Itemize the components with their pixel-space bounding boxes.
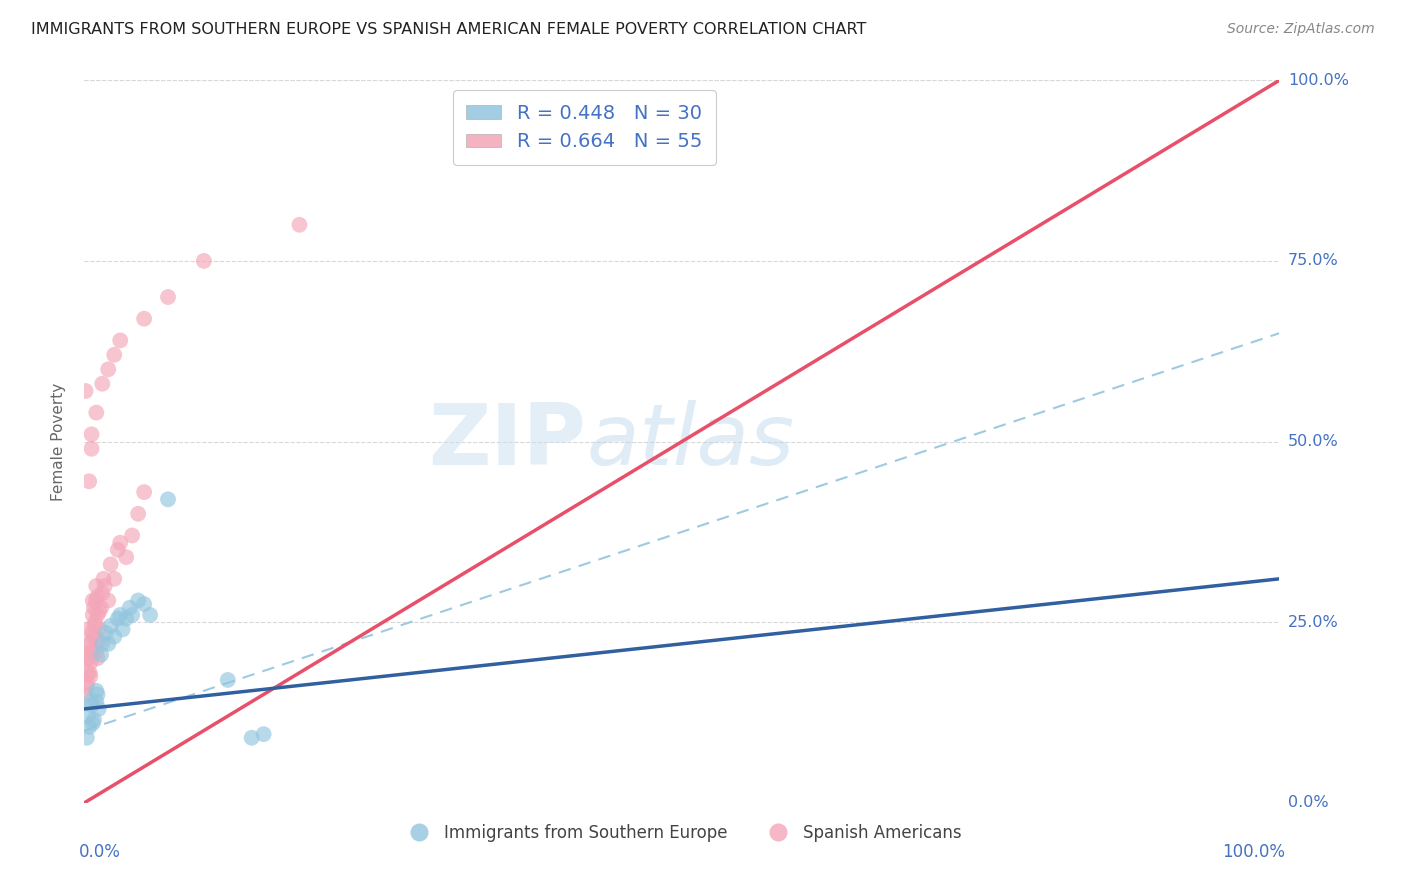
- Point: [79, 669, 101, 683]
- Text: Source: ZipAtlas.com: Source: ZipAtlas.com: [1227, 22, 1375, 37]
- Point: [111, 623, 134, 637]
- Point: [76, 731, 98, 745]
- Point: [253, 727, 276, 741]
- Point: [79, 665, 101, 680]
- Point: [100, 619, 122, 633]
- Point: [79, 637, 101, 651]
- Text: 50.0%: 50.0%: [1288, 434, 1339, 449]
- Point: [75, 384, 97, 398]
- Text: 25.0%: 25.0%: [1288, 615, 1339, 630]
- Text: IMMIGRANTS FROM SOUTHERN EUROPE VS SPANISH AMERICAN FEMALE POVERTY CORRELATION C: IMMIGRANTS FROM SOUTHERN EUROPE VS SPANI…: [31, 22, 866, 37]
- Point: [79, 695, 101, 709]
- Y-axis label: Female Poverty: Female Poverty: [51, 383, 66, 500]
- Point: [87, 633, 110, 648]
- Point: [100, 558, 122, 572]
- Point: [86, 579, 108, 593]
- Point: [240, 731, 263, 745]
- Text: 75.0%: 75.0%: [1288, 253, 1339, 268]
- Point: [76, 676, 98, 690]
- Point: [86, 607, 108, 622]
- Point: [132, 485, 156, 500]
- Text: atlas: atlas: [586, 400, 794, 483]
- Point: [139, 607, 162, 622]
- Point: [97, 637, 120, 651]
- Point: [103, 630, 125, 644]
- Point: [91, 586, 114, 600]
- Point: [77, 651, 100, 665]
- Point: [77, 623, 100, 637]
- Point: [118, 600, 141, 615]
- Point: [107, 611, 129, 625]
- Point: [80, 644, 103, 658]
- Point: [77, 720, 100, 734]
- Point: [83, 713, 105, 727]
- Point: [127, 507, 149, 521]
- Point: [89, 604, 111, 618]
- Point: [132, 597, 156, 611]
- Point: [97, 362, 120, 376]
- Point: [91, 376, 114, 391]
- Point: [82, 626, 104, 640]
- Point: [75, 687, 97, 701]
- Point: [83, 630, 105, 644]
- Point: [86, 644, 108, 658]
- Point: [127, 593, 149, 607]
- Point: [84, 593, 107, 607]
- Point: [80, 655, 103, 669]
- Point: [157, 492, 180, 507]
- Point: [288, 218, 311, 232]
- Point: [217, 673, 239, 687]
- Point: [77, 637, 100, 651]
- Legend: Immigrants from Southern Europe, Spanish Americans: Immigrants from Southern Europe, Spanish…: [396, 817, 967, 848]
- Point: [103, 348, 125, 362]
- Point: [93, 579, 115, 593]
- Point: [77, 475, 100, 489]
- Point: [110, 535, 132, 549]
- Text: 100.0%: 100.0%: [1222, 843, 1285, 861]
- Point: [84, 615, 107, 630]
- Point: [86, 651, 108, 665]
- Point: [90, 600, 112, 615]
- Point: [76, 680, 98, 694]
- Point: [80, 442, 103, 456]
- Point: [121, 607, 143, 622]
- Point: [83, 600, 105, 615]
- Point: [103, 572, 125, 586]
- Point: [82, 607, 104, 622]
- Point: [90, 648, 112, 662]
- Point: [87, 702, 110, 716]
- Text: ZIP: ZIP: [429, 400, 586, 483]
- Point: [86, 687, 108, 701]
- Point: [86, 590, 108, 604]
- Point: [157, 290, 180, 304]
- Point: [82, 593, 104, 607]
- Text: 100.0%: 100.0%: [1288, 73, 1348, 87]
- Point: [75, 651, 97, 665]
- Point: [80, 427, 103, 442]
- Point: [80, 698, 103, 713]
- Text: 0.0%: 0.0%: [1288, 796, 1329, 810]
- Point: [115, 611, 138, 625]
- Point: [77, 665, 100, 680]
- Point: [115, 550, 138, 565]
- Point: [89, 623, 111, 637]
- Point: [121, 528, 143, 542]
- Text: 0.0%: 0.0%: [79, 843, 121, 861]
- Point: [86, 695, 108, 709]
- Point: [107, 542, 129, 557]
- Point: [83, 619, 105, 633]
- Point: [110, 334, 132, 348]
- Point: [193, 253, 215, 268]
- Point: [94, 626, 117, 640]
- Point: [97, 593, 120, 607]
- Point: [86, 406, 108, 420]
- Point: [86, 683, 108, 698]
- Point: [91, 637, 114, 651]
- Point: [77, 709, 100, 723]
- Point: [110, 607, 132, 622]
- Point: [82, 716, 104, 731]
- Point: [93, 572, 115, 586]
- Point: [132, 311, 156, 326]
